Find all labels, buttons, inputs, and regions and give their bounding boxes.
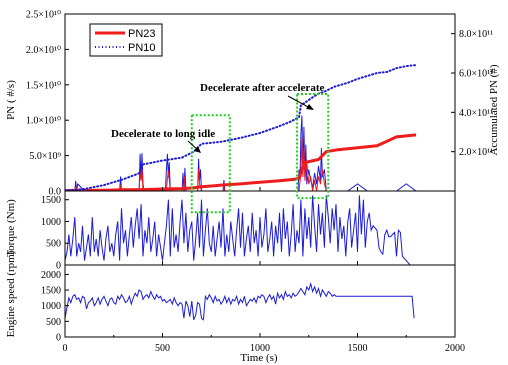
panel-frame-speed bbox=[64, 264, 456, 338]
annotation-arrowhead-idle bbox=[194, 146, 201, 153]
ytick-torque-tick-label-2: 1000 bbox=[41, 217, 61, 228]
ytick-torque-tick-label-0: 0 bbox=[56, 261, 61, 272]
legend: PN23 PN10 bbox=[89, 23, 163, 57]
torque-series-layer bbox=[64, 195, 416, 266]
ytick-accumulated-tick-label-2: 6.0×10¹¹ bbox=[459, 69, 493, 80]
annotation-decelerate-accel: Decelerate after accelerate bbox=[200, 82, 324, 94]
ytick-pn-tick-label-2: 1.0×10¹⁰ bbox=[26, 116, 61, 127]
xtick-label-1: 500 bbox=[155, 343, 170, 354]
annotations: Decelerate to long idle Decelerate after… bbox=[111, 82, 324, 153]
yaxis-label-torque: Torque (Nm) bbox=[5, 199, 17, 257]
ytick-pn-tick-label-0: 0.0 bbox=[49, 187, 62, 198]
yaxis-label-accumulated: Accumulated PN (#) bbox=[488, 64, 500, 155]
series-torque bbox=[64, 195, 416, 266]
xtick-label-0: 0 bbox=[63, 343, 68, 354]
annotation-arrowhead-accel bbox=[306, 104, 314, 110]
series-engine-speed bbox=[64, 281, 415, 321]
ytick-pn-tick-label-3: 1.5×10¹⁰ bbox=[26, 80, 61, 91]
series-pn23-s bbox=[65, 137, 416, 191]
ytick-pn-tick-label-5: 2.5×10¹⁰ bbox=[26, 10, 61, 21]
legend-label-pn10: PN10 bbox=[128, 42, 156, 54]
series-pn23 bbox=[65, 133, 417, 191]
annotation-decelerate-idle: Decelerate to long idle bbox=[111, 128, 215, 140]
ytick-accumulated-tick-label-3: 8.0×10¹¹ bbox=[459, 29, 493, 40]
ytick-torque-tick-label-1: 500 bbox=[46, 239, 61, 250]
ytick-torque-tick-label-3: 1500 bbox=[41, 195, 61, 206]
ytick-pn-tick-label-1: 5.0×10⁹ bbox=[29, 151, 61, 162]
xtick-label-3: 1500 bbox=[348, 343, 368, 354]
xtick-label-4: 2000 bbox=[445, 343, 465, 354]
legend-box bbox=[89, 23, 163, 57]
ytick-speed-tick-label-0: 0 bbox=[56, 333, 61, 344]
ytick-speed-tick-label-1: 500 bbox=[46, 317, 61, 328]
speed-series-layer bbox=[64, 281, 415, 321]
series-pn10 bbox=[65, 64, 417, 191]
legend-label-pn23: PN23 bbox=[128, 28, 156, 40]
highlight-boxes bbox=[190, 93, 330, 214]
series-pn10-s bbox=[65, 115, 417, 191]
ytick-pn-tick-label-4: 2.0×10¹⁰ bbox=[26, 45, 61, 56]
ytick-speed-tick-label-2: 1000 bbox=[41, 301, 61, 312]
annotation-arrow-accel bbox=[287, 95, 311, 109]
yaxis-label-pn: PN ( #/s) bbox=[5, 80, 17, 120]
xaxis-label: Time (s) bbox=[240, 352, 278, 364]
pn-series-layer bbox=[65, 64, 417, 191]
ytick-speed-tick-label-4: 2000 bbox=[41, 270, 61, 281]
ytick-accumulated-tick-label-0: 2.0×10¹¹ bbox=[459, 147, 493, 158]
axis-ticks: 0 500 1000 1500 2000 0.0 5.0×10⁹ 1.0×10¹⁰ 1.5×10… bbox=[26, 10, 493, 355]
ytick-speed-tick-label-3: 1500 bbox=[41, 286, 61, 297]
yaxis-label-speed: Engine speed (rpm) bbox=[5, 250, 17, 337]
highlight-box-0 bbox=[190, 114, 231, 214]
ytick-accumulated-tick-label-1: 4.0×10¹¹ bbox=[459, 108, 493, 119]
xtick-label-2: 1000 bbox=[250, 343, 270, 354]
panel-frames bbox=[64, 13, 456, 338]
